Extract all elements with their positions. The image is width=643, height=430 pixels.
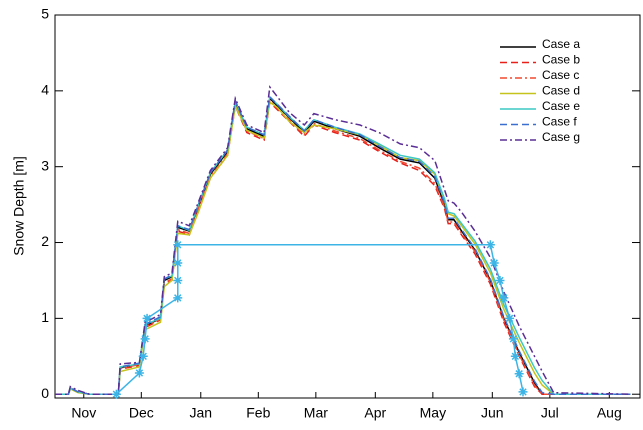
observation-marker — [505, 313, 515, 323]
observation-marker — [134, 368, 144, 378]
observation-marker — [514, 369, 524, 379]
y-tick-label: 3 — [41, 157, 49, 173]
x-tick-label: Mar — [304, 405, 328, 421]
x-tick-label: Dec — [129, 405, 154, 421]
legend-label: Case f — [542, 115, 577, 129]
observation-marker — [173, 275, 183, 285]
y-tick-label: 4 — [41, 82, 49, 98]
legend-label: Case c — [542, 68, 579, 82]
observation-marker — [499, 293, 509, 303]
series-line — [55, 95, 631, 395]
observation-marker — [173, 293, 183, 303]
observation-marker — [495, 275, 505, 285]
x-tick-label: Feb — [246, 405, 270, 421]
observation-marker — [138, 351, 148, 361]
legend-label: Case g — [542, 130, 580, 144]
y-tick-label: 5 — [41, 6, 49, 22]
legend-label: Case b — [542, 53, 580, 67]
y-axis-title: Snow Depth [m] — [11, 156, 27, 256]
observation-marker — [510, 351, 520, 361]
series-line — [55, 85, 631, 395]
x-tick-label: Aug — [597, 405, 622, 421]
x-tick-label: Apr — [364, 405, 386, 421]
observation-marker — [173, 240, 183, 250]
plot-frame — [54, 14, 641, 399]
y-tick-label: 0 — [41, 385, 49, 401]
series-line — [55, 100, 631, 395]
y-tick-label: 1 — [41, 309, 49, 325]
x-tick-label: Jul — [541, 405, 559, 421]
observation-marker — [518, 387, 528, 397]
y-tick-label: 2 — [41, 233, 49, 249]
observation-marker — [111, 389, 121, 399]
legend-label: Case d — [542, 84, 580, 98]
legend-label: Case e — [542, 99, 580, 113]
x-tick-label: Nov — [71, 405, 96, 421]
observation-marker — [508, 334, 518, 344]
observation-marker — [173, 258, 183, 268]
legend-label: Case a — [542, 37, 580, 51]
observation-marker — [489, 258, 499, 268]
observation-marker — [142, 313, 152, 323]
observation-marker — [485, 240, 495, 250]
x-tick-label: May — [420, 405, 446, 421]
observation-marker — [140, 334, 150, 344]
x-tick-label: Jan — [189, 405, 212, 421]
x-tick-label: Jun — [481, 405, 504, 421]
